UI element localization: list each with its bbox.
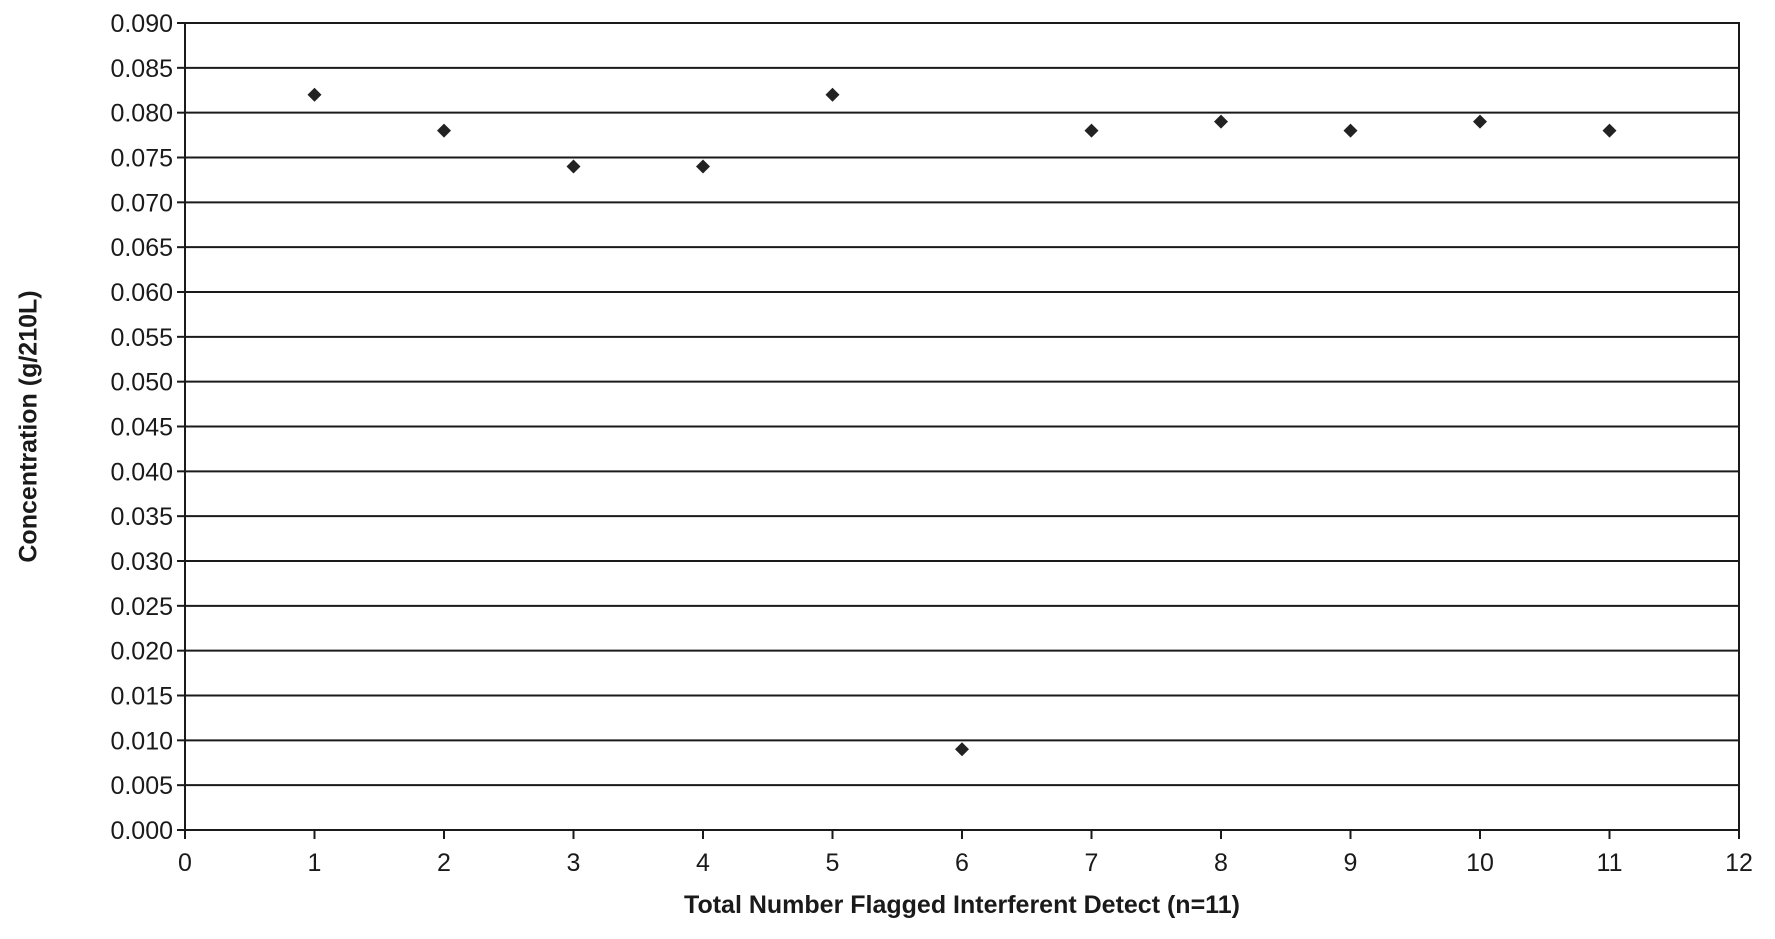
data-point — [1473, 114, 1487, 129]
y-tick-label: 0.065 — [110, 234, 173, 262]
y-tick-label: 0.025 — [110, 593, 173, 621]
y-tick-label: 0.005 — [110, 772, 173, 800]
x-tick-label: 9 — [1344, 849, 1358, 877]
y-tick-label: 0.030 — [110, 548, 173, 576]
y-tick-label: 0.055 — [110, 324, 173, 352]
y-tick-label: 0.070 — [110, 189, 173, 217]
y-tick-label: 0.010 — [110, 727, 173, 755]
x-tick-label: 0 — [178, 849, 192, 877]
y-tick-label: 0.040 — [110, 458, 173, 486]
data-point — [955, 742, 969, 757]
data-point — [566, 159, 581, 174]
x-tick-label: 3 — [567, 849, 581, 877]
data-point — [307, 87, 322, 102]
x-tick-label: 4 — [696, 849, 710, 877]
data-point — [1602, 123, 1617, 138]
x-tick-label: 8 — [1214, 849, 1228, 877]
y-tick-label: 0.075 — [110, 145, 173, 173]
x-tick-labels: 0 1 2 3 4 5 6 7 8 9 10 11 12 — [178, 849, 1753, 877]
y-tick-label: 0.000 — [110, 817, 173, 845]
y-tick-label: 0.080 — [110, 100, 173, 128]
x-tick-label: 12 — [1725, 849, 1753, 877]
x-tick-label: 2 — [437, 849, 451, 877]
y-tick-label: 0.015 — [110, 683, 173, 711]
x-tick-label: 10 — [1466, 849, 1494, 877]
x-tick-label: 6 — [955, 849, 969, 877]
x-tick-label: 7 — [1085, 849, 1099, 877]
axes — [177, 22, 1740, 839]
y-tick-label: 0.060 — [110, 279, 173, 307]
data-point — [1343, 123, 1358, 138]
gridlines — [185, 22, 1739, 831]
y-axis-title: Concentration (g/210L) — [15, 290, 43, 562]
y-tick-label: 0.090 — [110, 10, 173, 38]
y-tick-label: 0.050 — [110, 369, 173, 397]
y-tick-label: 0.045 — [110, 414, 173, 442]
y-tick-label: 0.020 — [110, 638, 173, 666]
y-tick-label: 0.035 — [110, 503, 173, 531]
x-axis-title: Total Number Flagged Interferent Detect … — [684, 891, 1240, 919]
data-point — [696, 159, 710, 174]
data-point — [1214, 114, 1228, 129]
y-tick-labels: 0.000 0.005 0.010 0.015 0.020 0.025 0.030 0.035… — [110, 10, 173, 845]
data-points — [307, 87, 1617, 757]
x-tick-label: 5 — [826, 849, 840, 877]
data-point — [437, 123, 451, 138]
y-tick-label: 0.085 — [110, 55, 173, 83]
x-tick-label: 11 — [1597, 849, 1623, 877]
data-point — [1084, 123, 1099, 138]
x-tick-label: 1 — [308, 849, 322, 877]
data-point — [825, 87, 840, 102]
